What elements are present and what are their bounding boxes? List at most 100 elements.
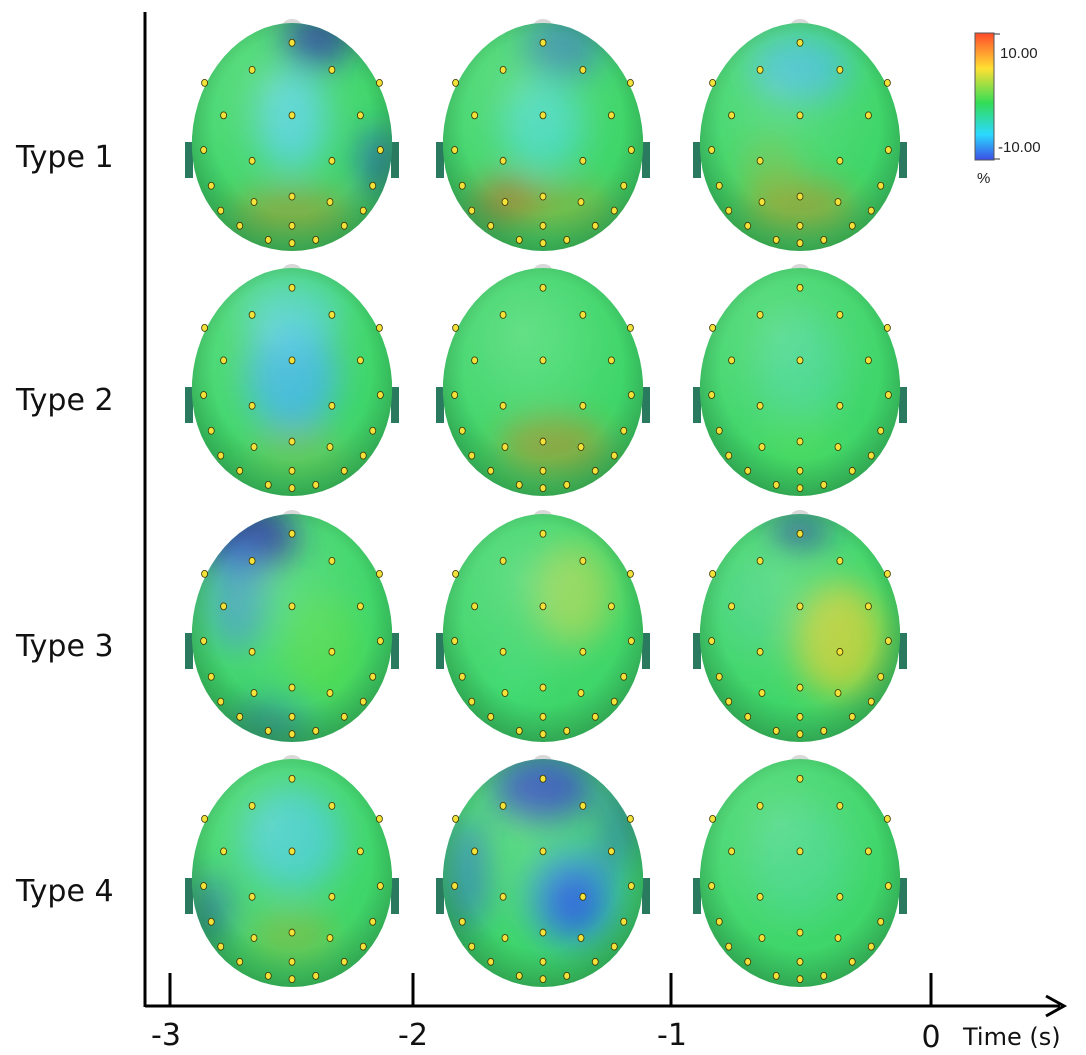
ear-shape xyxy=(899,387,907,423)
electrode-dot xyxy=(250,689,258,697)
electrode-dot xyxy=(340,466,348,475)
tick-label-0: 0 xyxy=(921,1020,940,1055)
head-map-type-4-col-3 xyxy=(693,755,907,987)
electrode-dot xyxy=(796,38,804,47)
head-map-type-3-col-2 xyxy=(436,510,650,742)
electrode-dot xyxy=(200,146,208,154)
electrode-dot xyxy=(288,957,296,966)
electrode-dot xyxy=(884,569,891,578)
head-map-type-2-col-1 xyxy=(185,264,399,496)
electrode-dot xyxy=(563,971,571,980)
electrode-dot xyxy=(264,726,272,735)
electrode-dot xyxy=(756,401,764,410)
electrode-dot xyxy=(248,556,256,565)
head-map-type-2-col-2 xyxy=(436,264,650,496)
electrode-dot xyxy=(834,934,842,942)
electrode-dot xyxy=(539,356,547,365)
electrode-dot xyxy=(820,726,828,735)
electrode-dot xyxy=(796,283,804,292)
electrode-dot xyxy=(848,221,856,230)
electrode-dot xyxy=(577,198,585,206)
electrode-dot xyxy=(796,957,804,966)
ear-shape xyxy=(693,633,701,669)
electrode-dot xyxy=(468,697,476,706)
electrode-dot xyxy=(376,146,384,154)
electrode-dot xyxy=(884,637,892,645)
electrode-dot xyxy=(471,356,479,365)
electrode-dot xyxy=(288,602,296,611)
electrode-dot xyxy=(756,310,764,319)
electrode-dot xyxy=(756,65,764,74)
electrode-dot xyxy=(796,529,804,538)
electrode-dot xyxy=(375,814,383,823)
electrode-dot xyxy=(451,637,459,645)
electrode-dot xyxy=(359,697,367,706)
electrode-dot xyxy=(288,975,296,984)
electrode-dot xyxy=(610,697,618,706)
electrode-dot xyxy=(207,426,215,435)
electrode-dot xyxy=(375,78,383,87)
ear-shape xyxy=(185,633,193,669)
electrode-dot xyxy=(539,847,547,856)
electrode-dot xyxy=(715,917,723,926)
electrode-dot xyxy=(376,882,384,890)
electrode-dot xyxy=(451,146,459,154)
electrode-dot xyxy=(709,323,716,332)
ear-shape xyxy=(693,142,701,178)
electrode-dot xyxy=(756,556,764,565)
electrode-dot xyxy=(288,683,296,692)
electrode-dot xyxy=(201,814,209,823)
electrode-dot xyxy=(539,712,547,721)
electrode-dot xyxy=(627,78,634,87)
electrode-dot xyxy=(499,801,507,810)
electrode-dot xyxy=(487,712,495,721)
electrode-dot xyxy=(248,310,256,319)
electrode-dot xyxy=(539,239,547,248)
electrode-dot xyxy=(608,356,615,365)
electrode-dot xyxy=(709,814,716,823)
electrode-dot xyxy=(539,111,547,120)
electrode-dot xyxy=(468,942,476,951)
electrode-dot xyxy=(836,556,844,565)
electrode-dot xyxy=(220,602,228,611)
electrode-dot xyxy=(758,443,766,451)
electrode-dot xyxy=(758,198,766,206)
electrode-dot xyxy=(328,310,336,319)
electrode-dot xyxy=(326,198,334,206)
electrode-dot xyxy=(288,221,296,230)
electrode-dot xyxy=(591,957,599,966)
electrode-dot xyxy=(236,957,244,966)
electrode-dot xyxy=(708,146,716,154)
electrode-dot xyxy=(458,672,466,681)
electrode-dot xyxy=(515,235,523,244)
electrode-dot xyxy=(756,892,764,901)
electrode-dot xyxy=(867,206,875,215)
head-map-type-1-col-2 xyxy=(436,19,650,251)
electrode-dot xyxy=(744,957,752,966)
electrode-dot xyxy=(796,437,804,446)
ear-shape xyxy=(391,633,399,669)
head-map-type-4-col-1 xyxy=(185,755,399,987)
electrode-dot xyxy=(201,78,209,87)
electrode-dot xyxy=(288,484,296,493)
electrode-dot xyxy=(539,192,547,201)
electrode-dot xyxy=(836,65,844,74)
electrode-dot xyxy=(744,221,752,230)
electrode-dot xyxy=(848,957,856,966)
electrode-dot xyxy=(756,647,764,656)
electrode-dot xyxy=(772,480,780,489)
ear-shape xyxy=(642,878,650,914)
electrode-dot xyxy=(758,689,766,697)
row-label-type-3: Type 3 xyxy=(15,629,114,664)
electrode-dot xyxy=(487,221,495,230)
electrode-dot xyxy=(608,602,615,611)
electrode-dot xyxy=(217,451,225,460)
electrode-dot xyxy=(579,310,587,319)
electrode-dot xyxy=(340,957,348,966)
electrode-dot xyxy=(796,774,804,783)
electrode-dot xyxy=(369,672,377,681)
electrode-dot xyxy=(236,221,244,230)
electrode-dot xyxy=(328,801,336,810)
electrode-dot xyxy=(709,78,716,87)
electrode-dot xyxy=(867,942,875,951)
